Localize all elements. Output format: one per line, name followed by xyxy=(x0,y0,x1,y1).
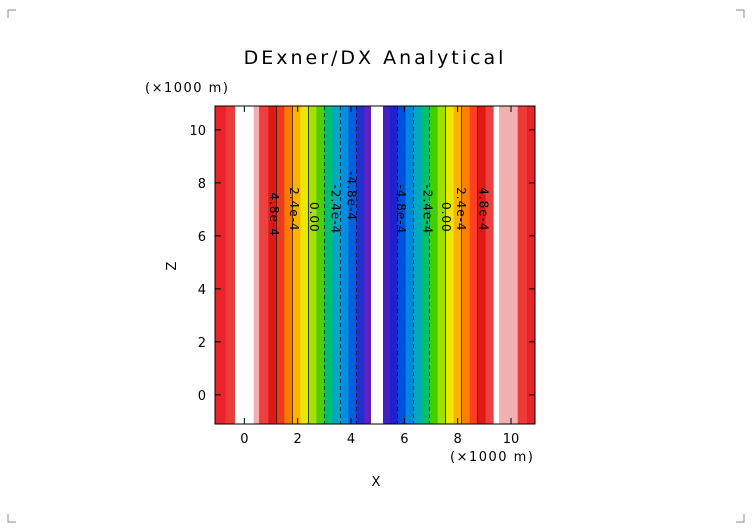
heatmap-column xyxy=(348,106,357,424)
heatmap-column xyxy=(284,106,293,424)
x-axis-ticks: 0 2 4 6 8 10 xyxy=(240,106,519,447)
heatmap-column xyxy=(405,106,414,424)
corner-mark-top-right xyxy=(736,9,745,18)
heatmap-column xyxy=(421,106,430,424)
heatmap-column xyxy=(332,106,341,424)
heatmap-column xyxy=(437,106,446,424)
y-axis-label: Z xyxy=(165,261,180,270)
heatmap-cells xyxy=(215,106,536,424)
heatmap-column xyxy=(453,106,462,424)
corner-mark-top-left xyxy=(7,9,16,18)
y-tick-label: 0 xyxy=(198,389,206,404)
heatmap-column xyxy=(292,106,301,424)
heatmap-column xyxy=(377,106,384,424)
plot-frame xyxy=(214,105,536,425)
x-tick-label: 8 xyxy=(454,432,462,447)
heatmap-column xyxy=(371,106,378,424)
contour-label: 2.4e-4 xyxy=(287,187,301,231)
x-tick-label: 10 xyxy=(503,432,520,447)
y-tick-label: 8 xyxy=(198,177,206,192)
x-tick-label: 0 xyxy=(240,432,248,447)
y-tick-label: 10 xyxy=(189,124,206,139)
corner-mark-bottom-left xyxy=(7,514,16,523)
heatmap-column xyxy=(397,106,406,424)
heatmap-column xyxy=(259,106,269,424)
contour-lines xyxy=(275,106,479,424)
heatmap-column xyxy=(485,106,494,424)
contour-label: -4.8e-4 xyxy=(345,171,359,221)
x-tick-label: 4 xyxy=(347,432,355,447)
contour-label: -4.8e-4 xyxy=(394,184,408,234)
heatmap-column xyxy=(268,106,277,424)
y-tick-label: 4 xyxy=(198,283,206,298)
heatmap-column xyxy=(493,106,500,424)
x-unit-label: (×1000 m) xyxy=(450,450,534,465)
y-tick-label: 2 xyxy=(198,336,206,351)
heatmap-column xyxy=(445,106,454,424)
heatmap-column xyxy=(253,106,260,424)
heatmap-column xyxy=(383,106,390,424)
heatmap-column xyxy=(308,106,317,424)
x-tick-label: 2 xyxy=(294,432,302,447)
contour-label: -2.4e-4 xyxy=(421,184,435,234)
heatmap-column xyxy=(300,106,309,424)
y-unit-label: (×1000 m) xyxy=(145,81,229,96)
heatmap-column xyxy=(225,106,236,424)
contour-label: 2.4e-4 xyxy=(454,187,468,231)
heatmap-column xyxy=(316,106,325,424)
heatmap-column xyxy=(389,106,398,424)
y-tick-label: 6 xyxy=(198,230,206,245)
heatmap-column xyxy=(364,106,372,424)
contour-label: 0.00 xyxy=(307,202,321,233)
heatmap-column xyxy=(499,106,518,424)
heatmap-column xyxy=(517,106,528,424)
heatmap-column xyxy=(356,106,365,424)
heatmap-column xyxy=(340,106,349,424)
heatmap-column xyxy=(413,106,422,424)
contour-labels: 4.8e-4 2.4e-4 0.00 -2.4e-4 -4.8e-4 -4.8e-4 -2.… xyxy=(267,171,490,237)
contour-label: 4.8e-4 xyxy=(477,187,491,231)
corner-mark-bottom-right xyxy=(736,514,745,523)
heatmap-column xyxy=(276,106,285,424)
contour-label: -2.4e-4 xyxy=(329,184,343,234)
heatmap-column xyxy=(235,106,254,424)
heatmap-column xyxy=(469,106,478,424)
contour-label: 4.8e-4 xyxy=(267,192,281,236)
heatmap-column xyxy=(215,106,226,424)
y-axis-ticks: 0 2 4 6 8 10 xyxy=(189,124,535,404)
heatmap-column xyxy=(461,106,470,424)
heatmap-column xyxy=(429,106,438,424)
heatmap-column xyxy=(527,106,536,424)
heatmap-column xyxy=(324,106,333,424)
contour-label: 0.00 xyxy=(439,202,453,233)
x-tick-label: 6 xyxy=(400,432,408,447)
heatmap-column xyxy=(477,106,486,424)
x-axis-label: X xyxy=(372,475,381,490)
chart-title: DExner/DX Analytical xyxy=(244,47,507,69)
